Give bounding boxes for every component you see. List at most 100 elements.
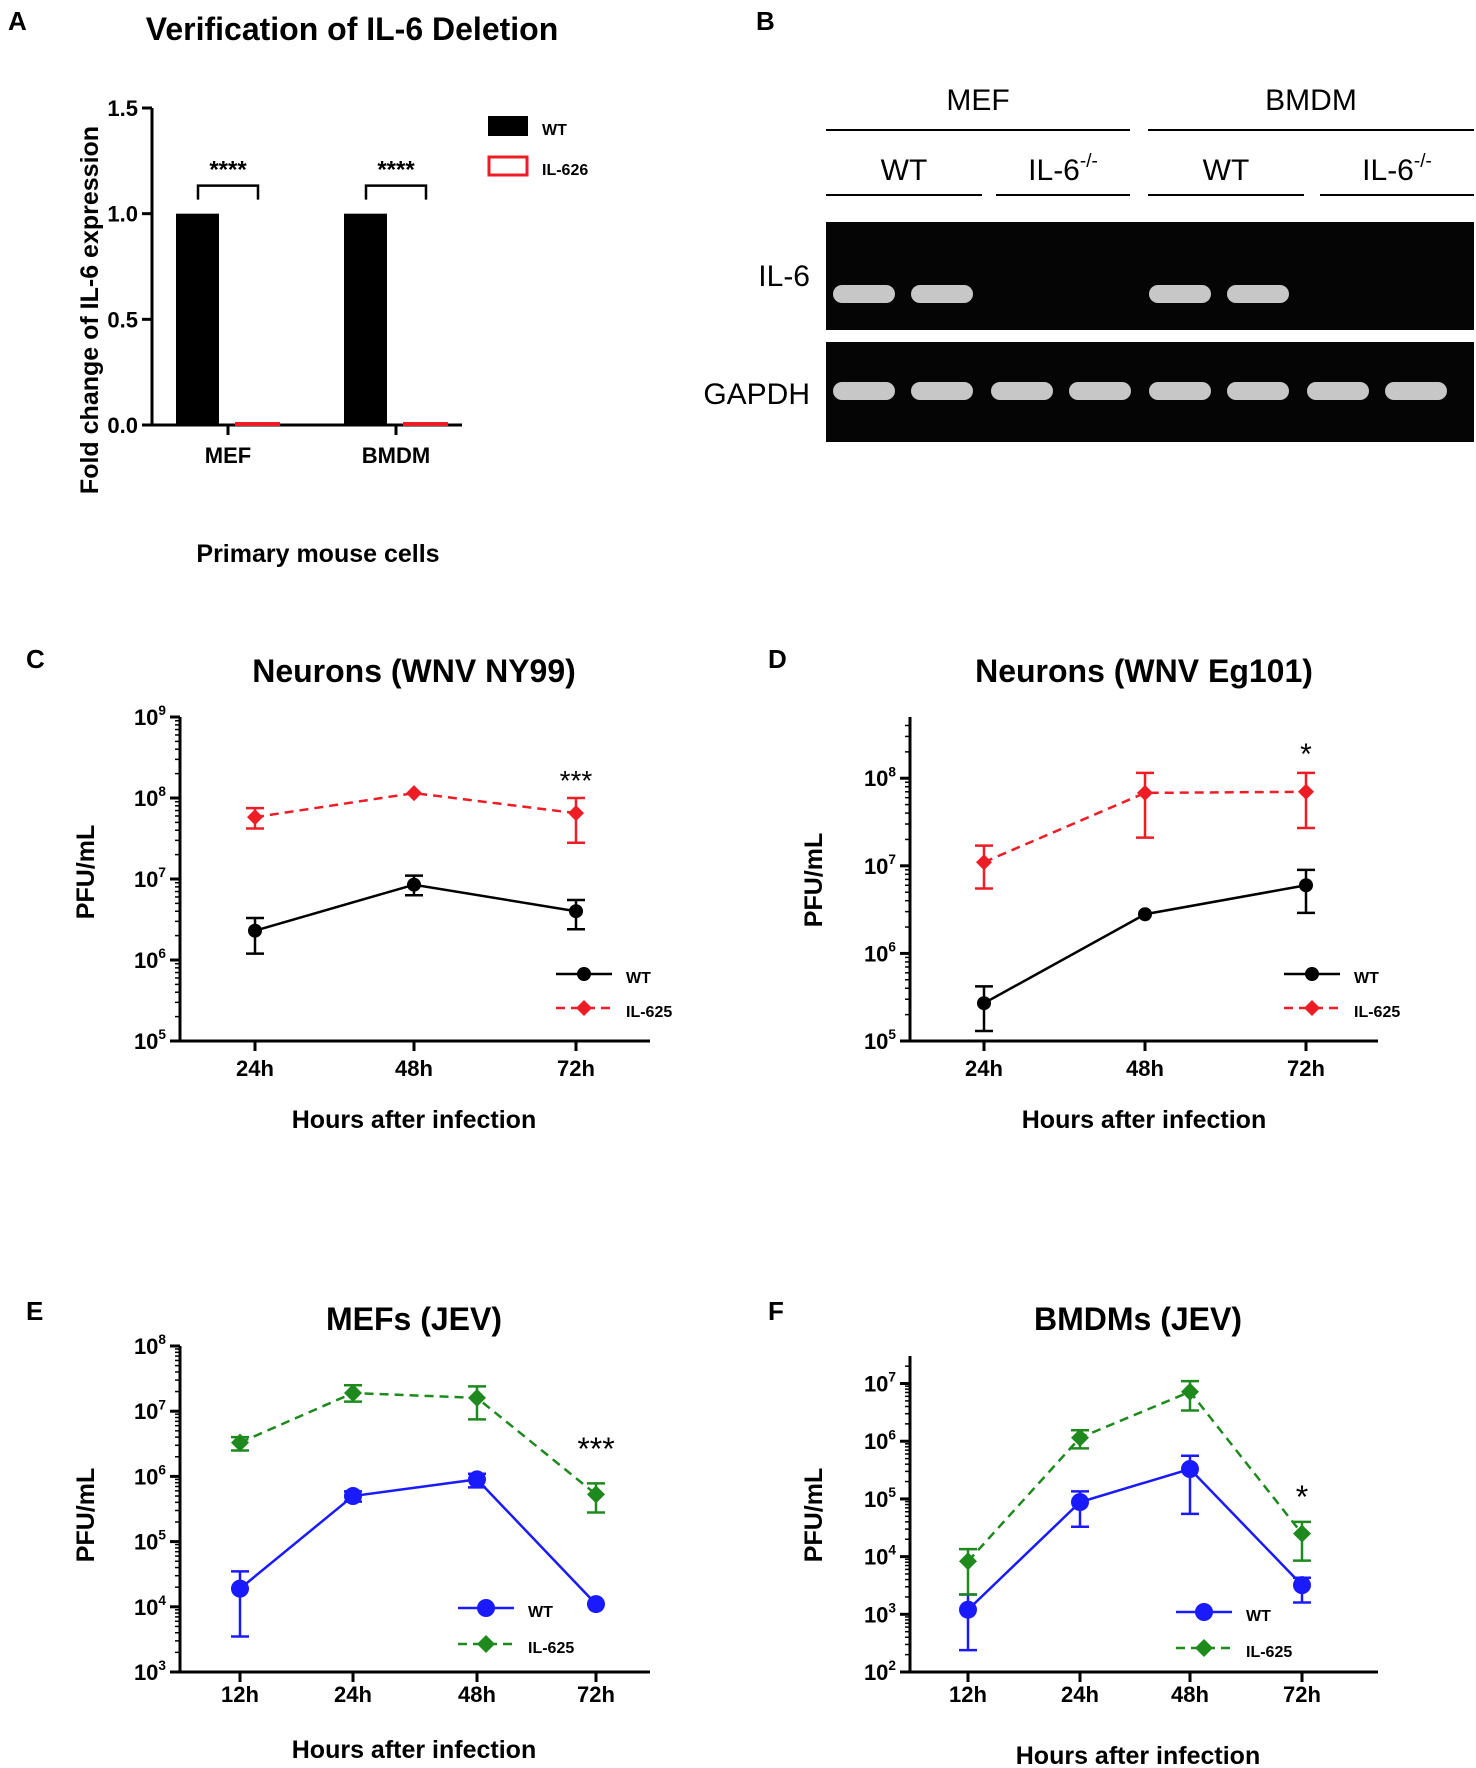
data-point-il6 [587, 1485, 605, 1504]
legend-marker [477, 1635, 495, 1653]
y-tick-label: 108 [864, 764, 896, 791]
data-point-il6 [1181, 1382, 1199, 1401]
bar-plot: 0.0 0.5 1.0 1.5 MEF **** BMDM **** WT26 IL-626 [107, 96, 588, 468]
y-tick-label: 106 [134, 1463, 166, 1490]
x-tick-label: 24h [1061, 1682, 1099, 1707]
legend-label: WT25 [528, 1604, 553, 1621]
data-point-il6 [959, 1552, 977, 1571]
chart-title: MEFs (JEV) [326, 1301, 502, 1337]
gel-group-label: BMDM [1265, 84, 1357, 117]
gel-band [911, 382, 973, 400]
y-tick-label: 106 [864, 1427, 896, 1454]
gel-band [1069, 382, 1131, 400]
y-tick-label: 106 [864, 940, 896, 967]
chart-title: Neurons (WNV Eg101) [975, 653, 1313, 689]
y-tick-label: 109 [134, 703, 166, 730]
legend-label: WT25 [1246, 1608, 1271, 1625]
gel-row-label: IL-6 [758, 260, 810, 293]
gel-band [1149, 285, 1211, 303]
legend-marker [1305, 967, 1319, 981]
data-point-wt [1071, 1493, 1089, 1512]
data-point-il6 [1293, 1524, 1311, 1543]
bar-il6-knockout [235, 422, 280, 426]
legend-label: IL-625 [1246, 1644, 1292, 1661]
panel-letter: C [26, 644, 45, 674]
data-point-il6 [231, 1433, 249, 1452]
data-point-il6 [247, 809, 263, 826]
panel-a: A Verification of IL-6 Deletion Primary … [8, 6, 588, 568]
line-plot: 105 106 107 108 24h 48h 72h * WT25 IL-625 [864, 717, 1400, 1081]
data-point-wt [1293, 1576, 1311, 1595]
x-tick-label: 24h [334, 1682, 372, 1707]
data-point-wt [231, 1579, 249, 1598]
gel-band [1227, 285, 1289, 303]
y-tick-label: 107 [864, 852, 896, 879]
x-tick-label: 48h [1171, 1682, 1209, 1707]
legend-label: WT26 [542, 122, 567, 139]
data-point-wt [1299, 878, 1313, 893]
y-tick-label: 104 [864, 1543, 896, 1570]
y-tick-label: 1.0 [107, 202, 138, 227]
bar-wt [344, 213, 387, 425]
y-tick-label: 108 [134, 784, 166, 811]
y-axis-label: PFU/mL [800, 1468, 828, 1562]
gel-strip [826, 222, 1474, 330]
data-point-wt [1138, 907, 1152, 922]
legend-marker [1304, 1000, 1320, 1016]
y-tick-label: 105 [134, 1528, 166, 1555]
panel-c: C Neurons (WNV NY99) Hours after infecti… [26, 644, 672, 1134]
data-point-wt [407, 877, 421, 892]
y-axis-label: PFU/mL [72, 1468, 100, 1562]
data-point-wt [468, 1470, 486, 1489]
data-point-il6 [1137, 784, 1153, 801]
series-line [967, 1467, 1303, 1611]
panel-b: B MEF BMDM WT IL-6-/- WT IL-6-/- IL-6 GAPDH [703, 6, 1474, 442]
x-tick-label: 12h [221, 1682, 259, 1707]
legend-label: IL-625 [528, 1640, 574, 1657]
x-axis-label: Hours after infection [1016, 1742, 1260, 1768]
gel-band [1307, 382, 1369, 400]
y-tick-label: 0.5 [107, 307, 138, 332]
panel-letter: D [768, 644, 787, 674]
y-tick-label: 103 [864, 1600, 896, 1627]
x-tick-label: 72h [1283, 1682, 1321, 1707]
chart-title: BMDMs (JEV) [1034, 1301, 1242, 1337]
panel-letter: B [756, 6, 775, 36]
series-line [239, 1478, 597, 1605]
legend-label: IL-625 [626, 1004, 672, 1021]
y-tick-label: 105 [864, 1027, 896, 1054]
legend-marker [1195, 1639, 1213, 1657]
y-axis-label: PFU/mL [800, 833, 828, 927]
y-tick-label: 105 [134, 1027, 166, 1054]
legend-label: WT25 [626, 970, 651, 987]
line-plot: 103 104 105 106 107 108 12h 24h 48h 72h *** WT25 IL-… [134, 1332, 650, 1707]
x-tick-label: BMDM [362, 443, 430, 468]
gel-image: MEF BMDM WT IL-6-/- WT IL-6-/- IL-6 GAPDH [703, 84, 1474, 442]
gel-lane-group-label: WT [1203, 154, 1250, 187]
data-point-il6 [1071, 1428, 1089, 1447]
series-line [983, 884, 1307, 1005]
data-point-wt [977, 996, 991, 1011]
legend-label: WT25 [1354, 970, 1379, 987]
x-tick-label: 24h [236, 1056, 274, 1081]
significance-label: * [1296, 1479, 1308, 1515]
panel-f: F BMDMs (JEV) Hours after infection PFU/… [768, 1296, 1378, 1768]
significance-label: *** [560, 765, 593, 796]
significance-label: **** [377, 157, 415, 184]
gel-band [833, 285, 895, 303]
gel-band [1227, 382, 1289, 400]
gel-lane-group-label: IL-6-/- [1362, 151, 1432, 187]
gel-row-label: GAPDH [703, 378, 810, 411]
x-tick-label: 48h [395, 1056, 433, 1081]
significance-label: *** [577, 1431, 614, 1467]
chart-title: Neurons (WNV NY99) [252, 653, 576, 689]
legend-marker [477, 1599, 495, 1617]
panel-letter: A [8, 6, 27, 36]
legend-marker [577, 967, 591, 981]
gel-band [1149, 382, 1211, 400]
x-tick-label: 72h [557, 1056, 595, 1081]
x-axis-label: Hours after infection [292, 1736, 536, 1764]
data-point-wt [1181, 1460, 1199, 1479]
legend-label: IL-626 [542, 162, 588, 179]
